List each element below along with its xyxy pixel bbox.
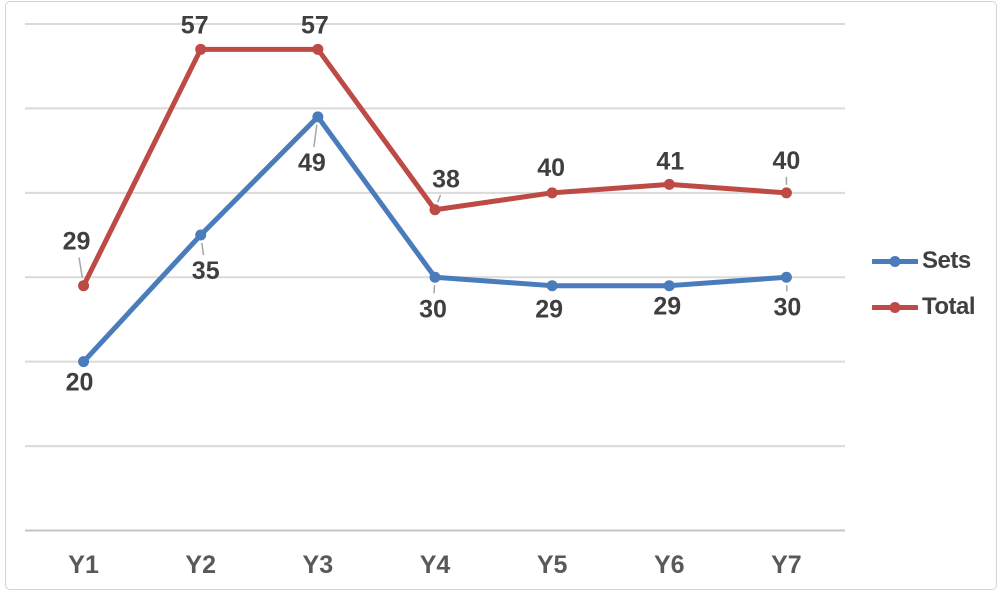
data-label: 38: [432, 166, 460, 194]
data-label: 40: [773, 147, 801, 175]
legend: Sets Total: [872, 247, 976, 320]
x-axis-label: Y6: [654, 551, 685, 579]
data-point-marker-total: [429, 204, 441, 216]
data-point-marker-sets: [546, 280, 558, 292]
data-point-marker-total: [663, 178, 675, 190]
data-point-marker-total: [546, 187, 558, 199]
legend-item-total: Total: [872, 293, 976, 320]
data-label: 57: [181, 11, 209, 39]
data-label: 41: [656, 147, 684, 175]
x-axis-label: Y3: [303, 551, 334, 579]
data-point-marker-sets: [312, 111, 324, 123]
x-axis-label: Y7: [771, 551, 802, 579]
data-label: 57: [301, 11, 329, 39]
data-label: 30: [419, 295, 447, 323]
legend-label-sets: Sets: [922, 247, 971, 274]
legend-item-sets: Sets: [872, 247, 975, 274]
data-label: 29: [63, 228, 91, 256]
data-label: 29: [653, 293, 681, 321]
data-point-marker-sets: [429, 271, 441, 283]
legend-line-marker-sets-icon: [872, 255, 918, 267]
label-leader-line: [433, 285, 436, 294]
data-point-marker-sets: [663, 280, 675, 292]
x-axis-label: Y5: [537, 551, 568, 579]
x-axis-label: Y4: [420, 551, 451, 579]
data-label: 49: [298, 149, 326, 177]
label-leader-line: [201, 242, 205, 256]
data-point-marker-sets: [78, 356, 90, 368]
data-label: 20: [66, 369, 94, 397]
data-point-marker-sets: [195, 229, 207, 241]
data-point-marker-total: [312, 43, 324, 55]
label-leader-line: [313, 124, 318, 148]
data-label: 40: [537, 154, 565, 182]
data-label: 30: [774, 293, 802, 321]
label-leader-line: [437, 194, 442, 203]
data-point-marker-sets: [780, 271, 792, 283]
data-label: 29: [535, 296, 563, 324]
data-point-marker-total: [78, 280, 90, 292]
data-label: 35: [192, 257, 220, 285]
data-point-marker-total: [195, 43, 207, 55]
legend-line-marker-total-icon: [872, 301, 918, 313]
x-axis-label: Y1: [68, 551, 99, 579]
label-leader-line: [78, 257, 84, 278]
x-axis-label: Y2: [185, 551, 216, 579]
data-point-marker-total: [780, 187, 792, 199]
legend-label-total: Total: [922, 293, 976, 320]
